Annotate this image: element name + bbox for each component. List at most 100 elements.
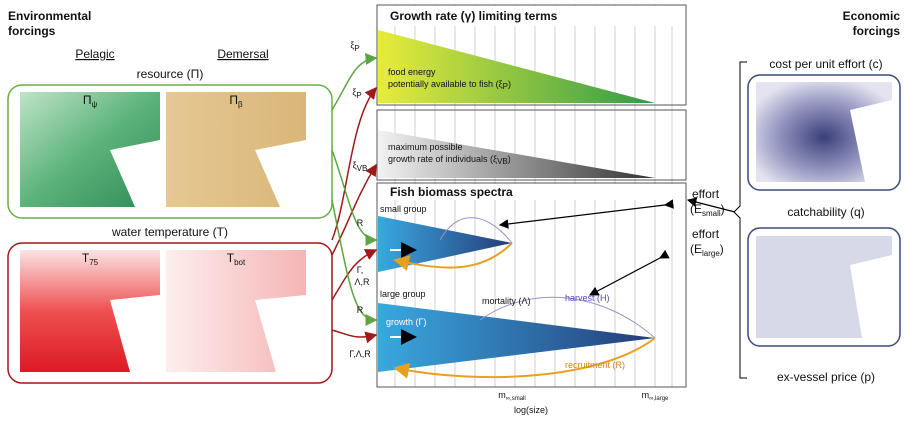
text-part: Γ, — [357, 265, 363, 275]
harvest-curve — [439, 217, 513, 244]
text-part: ξ — [353, 160, 357, 170]
recruit-arrow — [393, 242, 513, 271]
text-part: forcings — [853, 24, 901, 38]
text-part: bot — [234, 258, 246, 267]
panel — [376, 4, 687, 106]
text-part: potentially available to fish (ξ — [388, 79, 503, 89]
text-part: ) — [720, 242, 724, 256]
land — [255, 295, 306, 372]
growth-label: growth (Γ) — [386, 317, 426, 327]
text-part: T — [227, 251, 235, 265]
biomass-panel-title: Fish biomass spectra — [390, 185, 513, 199]
temperature-box — [7, 242, 333, 384]
text-part: ) — [508, 154, 511, 164]
cost-label: cost per unit effort (c) — [769, 57, 882, 71]
text-part: (E — [690, 202, 702, 216]
text-part: T — [82, 251, 90, 265]
large-group-label: large group — [380, 289, 426, 299]
text-part: 75 — [89, 258, 98, 267]
text-part: ∞,large — [649, 396, 669, 402]
text-part: P — [356, 91, 361, 100]
text-part: Π — [229, 93, 238, 107]
text-part: m — [642, 390, 650, 400]
mortality-label: mortality (Λ) — [482, 296, 531, 306]
x-label: m∞,small — [498, 390, 525, 402]
land — [850, 100, 892, 182]
text-part: ) — [508, 79, 511, 89]
text-part: effort — [692, 187, 720, 201]
text-part: Π — [83, 93, 92, 107]
small-group-label: small group — [380, 204, 427, 214]
econ-title: Economic forcings — [843, 9, 901, 38]
link-label: Γ,Λ,R — [349, 349, 371, 359]
map-label: T75 — [82, 251, 99, 267]
text-part: ∞,small — [506, 396, 526, 402]
text-part: ψ — [91, 100, 97, 109]
recruit-arrow — [393, 337, 656, 379]
title-band — [378, 6, 685, 26]
text-part: Economic — [843, 9, 901, 23]
text-part: P — [354, 44, 359, 53]
title-band — [378, 184, 685, 200]
text-part: small — [702, 209, 721, 218]
text-part: (E — [690, 242, 702, 256]
text-part: effort — [692, 227, 720, 241]
catchability-label: catchability (q) — [787, 205, 864, 219]
link-label: ξVB — [353, 160, 368, 173]
price-label: ex-vessel price (p) — [777, 370, 875, 384]
text-part: P — [503, 82, 508, 91]
text-part: Λ,R — [354, 277, 370, 287]
harvest-curve — [479, 296, 656, 339]
effort-label: effort(Esmall) — [690, 187, 725, 218]
text-part: forcings — [8, 24, 56, 38]
text-part: food energy — [388, 67, 436, 77]
map-label: Tbot — [227, 251, 246, 267]
bracket — [733, 61, 747, 379]
map-label: Πβ — [229, 93, 243, 109]
text-part: m — [498, 390, 506, 400]
env-title: Environmental forcings — [8, 9, 91, 38]
text-part: ξ — [350, 40, 354, 50]
effort-label: effort (Elarge) — [690, 227, 724, 258]
harvest-label: harvest (H) — [565, 293, 610, 303]
effort-arrow — [498, 199, 674, 229]
land — [110, 295, 160, 372]
large-wedge — [378, 303, 655, 372]
text-part: large — [702, 249, 720, 258]
land — [255, 140, 306, 207]
resource-label: resource (Π) — [137, 67, 204, 81]
x-label: m∞,large — [642, 390, 669, 402]
economic-arrow — [686, 197, 736, 213]
max-growth-label: maximum possible growth rate of individua… — [388, 142, 511, 166]
demersal-label: Demersal — [217, 47, 268, 61]
text-part: ξ — [352, 87, 356, 97]
text-part: growth rate of individuals (ξ — [388, 154, 497, 164]
pelagic-label: Pelagic — [75, 47, 114, 61]
text-part: β — [238, 100, 243, 109]
links — [331, 53, 378, 344]
recruitment-label: recruitment (R) — [565, 360, 625, 370]
map-label: Πψ — [83, 93, 98, 109]
food-wedge — [378, 30, 655, 103]
text-part: VB — [497, 157, 508, 166]
link-label: R — [357, 305, 364, 315]
text-part: Environmental — [8, 9, 91, 23]
text-part: VB — [357, 164, 368, 173]
link-label: ξP — [350, 40, 359, 53]
growth-wedge — [378, 130, 655, 178]
land — [110, 140, 160, 207]
link-label: ξP — [352, 87, 361, 100]
text-part: maximum possible — [388, 142, 463, 152]
x-axis-label: log(size) — [514, 405, 548, 415]
food-label: food energy potentially available to fish… — [388, 67, 511, 91]
panel — [376, 109, 687, 181]
land — [850, 255, 892, 338]
small-wedge — [378, 216, 512, 272]
link-label: Γ, Λ,R — [354, 265, 370, 287]
temperature-label: water temperature (T) — [111, 225, 228, 239]
growth-panel-title: Growth rate (γ) limiting terms — [390, 9, 558, 23]
link-label: R — [357, 218, 364, 228]
panel — [376, 182, 687, 388]
effort-arrow — [588, 249, 670, 296]
